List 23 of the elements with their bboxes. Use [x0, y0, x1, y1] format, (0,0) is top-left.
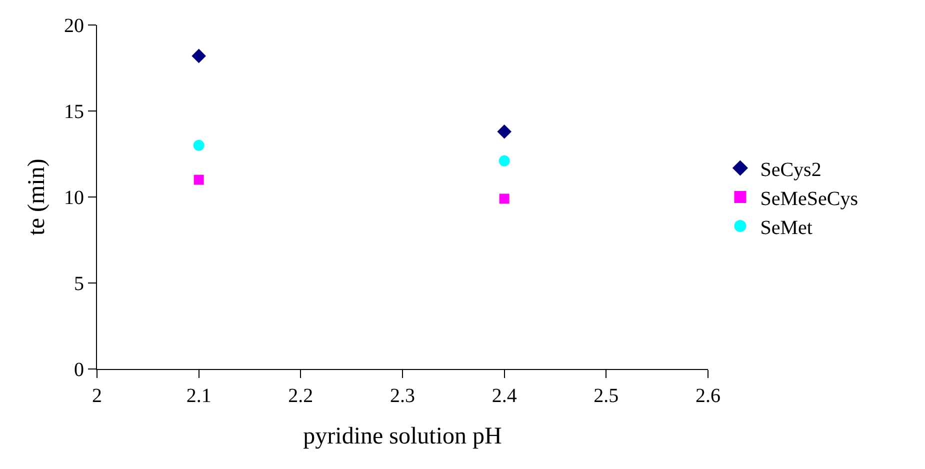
point [498, 155, 510, 166]
x-tick-label: 2 [92, 385, 102, 407]
x-tick-label: 2.6 [696, 385, 720, 407]
y-tick-label: 15 [64, 101, 84, 123]
x-tick-label: 2.3 [390, 385, 415, 407]
x-axis-title: pyridine solution pH [303, 423, 502, 450]
y-axis-title: te (min) [24, 158, 50, 236]
y-tick-label: 20 [64, 15, 84, 37]
x-tick-label: 2.5 [594, 385, 619, 407]
point [499, 194, 510, 204]
y-tick-label: 5 [74, 273, 84, 295]
y-tick-label: 0 [74, 359, 84, 381]
legend-label: SeMeSeCys [760, 188, 858, 210]
point [193, 140, 204, 151]
point [497, 124, 512, 139]
point [194, 174, 204, 185]
x-tick-label: 2.2 [288, 385, 314, 407]
x-tick-label: 2.4 [492, 385, 517, 407]
y-tick-label: 10 [64, 187, 84, 209]
x-tick-label: 2.1 [186, 385, 212, 407]
legend-label: SeCys2 [760, 158, 822, 181]
point [192, 48, 206, 64]
legend-label: SeMet [760, 216, 813, 239]
